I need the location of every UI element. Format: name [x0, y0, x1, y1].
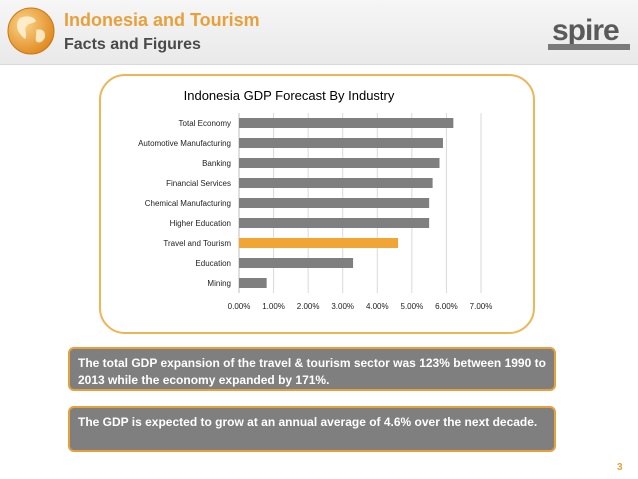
- category-label: Banking: [202, 159, 231, 168]
- bar-mining: [239, 278, 267, 288]
- bar-chemical-manufacturing: [239, 198, 430, 208]
- logo-underbar: [548, 44, 630, 50]
- x-tick-label: 7.00%: [470, 302, 493, 311]
- chart-title: Indonesia GDP Forecast By Industry: [184, 88, 395, 103]
- bar-financial-services: [239, 178, 433, 188]
- callout-tourism-expansion: The total GDP expansion of the travel & …: [68, 347, 556, 391]
- gdp-bar-chart: Indonesia GDP Forecast By Industry Total…: [138, 88, 493, 311]
- chart-container: Indonesia GDP Forecast By Industry Total…: [99, 74, 535, 334]
- category-label: Higher Education: [170, 219, 231, 228]
- logo-text: spire: [552, 14, 620, 47]
- x-tick-label: 3.00%: [331, 302, 354, 311]
- globe-icon: [7, 7, 55, 55]
- bar-travel-and-tourism: [239, 238, 399, 248]
- category-label: Travel and Tourism: [163, 239, 231, 248]
- page-number: 3: [617, 462, 623, 473]
- x-tick-label: 5.00%: [401, 302, 424, 311]
- bar-automotive-manufacturing: [239, 138, 443, 148]
- x-tick-label: 4.00%: [366, 302, 389, 311]
- category-label: Financial Services: [166, 179, 231, 188]
- bar-total-economy: [239, 118, 454, 128]
- x-tick-label: 1.00%: [262, 302, 285, 311]
- spire-logo: spire: [548, 14, 630, 50]
- header-bar: Indonesia and Tourism Facts and Figures …: [0, 0, 638, 65]
- bar-higher-education: [239, 218, 430, 228]
- x-tick-label: 0.00%: [228, 302, 251, 311]
- bar-banking: [239, 158, 440, 168]
- category-label: Chemical Manufacturing: [145, 199, 231, 208]
- x-tick-label: 6.00%: [435, 302, 458, 311]
- category-label: Education: [195, 259, 231, 268]
- category-label: Total Economy: [179, 119, 231, 128]
- callout-gdp-growth: The GDP is expected to grow at an annual…: [68, 406, 556, 452]
- category-label: Automotive Manufacturing: [138, 139, 231, 148]
- x-tick-label: 2.00%: [297, 302, 320, 311]
- category-label: Mining: [207, 279, 231, 288]
- slide-title: Indonesia and Tourism: [64, 10, 260, 30]
- slide-subtitle: Facts and Figures: [64, 36, 201, 53]
- bar-education: [239, 258, 354, 268]
